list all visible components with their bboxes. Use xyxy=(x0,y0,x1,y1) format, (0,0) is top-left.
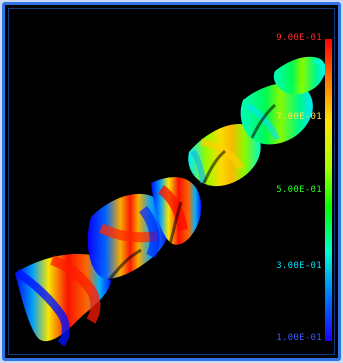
helix-segment-6-tip xyxy=(313,58,327,76)
legend-tick-bottom: 1.00E-01 xyxy=(276,333,322,343)
helix-segment-1-edge xyxy=(14,268,70,347)
helical-surface-plot[interactable] xyxy=(5,5,338,358)
legend-tick-label: 9.00E-01 xyxy=(276,33,322,43)
helix-segment-6 xyxy=(273,56,326,95)
legend-tick-upper: 7.00E-01 xyxy=(276,112,322,122)
helix-seam-1 xyxy=(107,248,142,281)
legend-tick-label: 7.00E-01 xyxy=(276,112,322,122)
helix-seam-4 xyxy=(250,103,277,139)
legend-tick-lower: 3.00E-01 xyxy=(276,261,322,271)
legend-tick-label: 1.00E-01 xyxy=(276,333,322,343)
helix-segment-4-edge xyxy=(190,149,206,184)
render-window: 9.00E-01 7.00E-01 5.00E-01 3.00E-01 1.00… xyxy=(2,2,341,361)
helix-segment-5 xyxy=(240,82,313,145)
helix-seam-2 xyxy=(168,201,183,245)
viewport-border xyxy=(8,8,335,355)
color-scale-bar xyxy=(325,39,332,341)
helix-segment-2-shadow xyxy=(138,205,160,259)
color-legend: 9.00E-01 7.00E-01 5.00E-01 3.00E-01 1.00… xyxy=(276,33,332,343)
helix-segment-1 xyxy=(15,254,111,342)
legend-tick-label: 3.00E-01 xyxy=(276,261,322,271)
legend-tick-label: 5.00E-01 xyxy=(276,185,322,195)
helix-segment-3-core xyxy=(157,185,188,231)
legend-tick-top: 9.00E-01 xyxy=(276,33,322,43)
helix-segment-5-edge xyxy=(246,103,280,141)
legend-tick-middle: 5.00E-01 xyxy=(276,185,322,195)
helix-seam-3 xyxy=(202,149,227,184)
helix-segment-1-ridge xyxy=(50,255,101,324)
